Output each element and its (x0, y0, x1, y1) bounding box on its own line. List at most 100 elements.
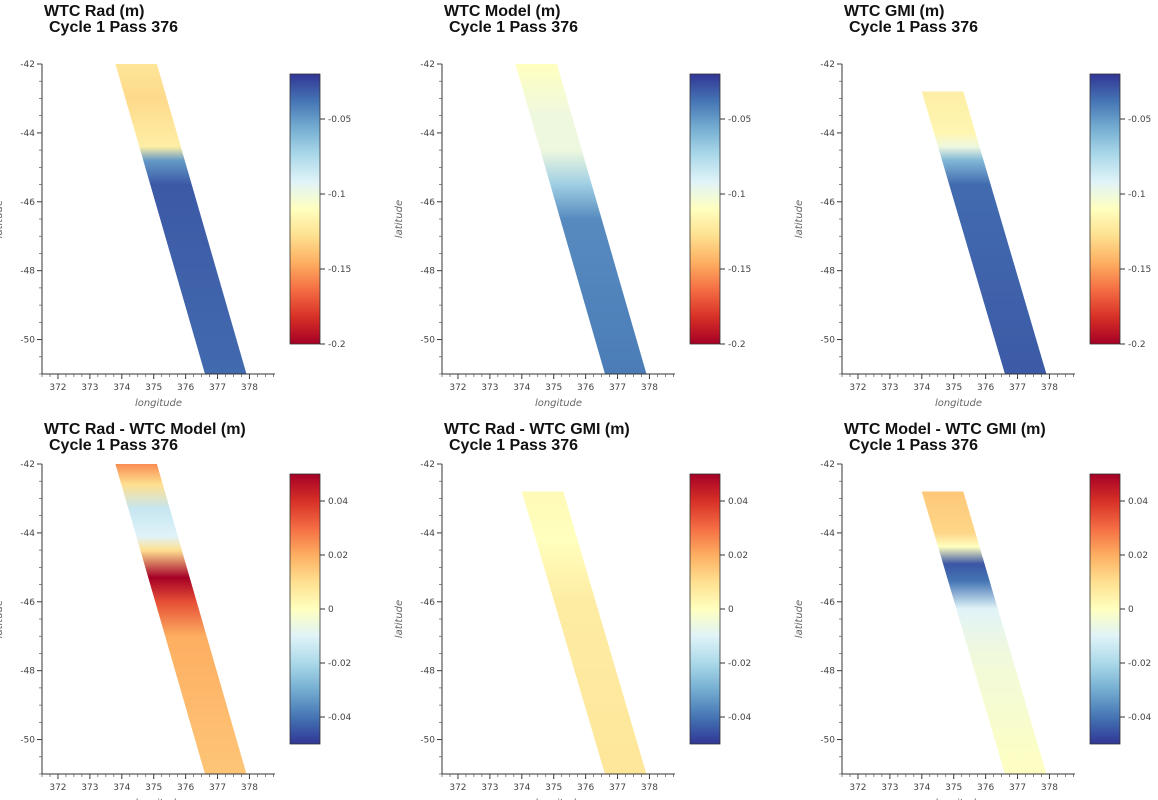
x-tick-label: 376 (577, 783, 594, 793)
panel-1: WTC Rad (m)Cycle 1 Pass 376 -42 -44 -46 -48 -… (0, 3, 351, 409)
y-axis-label: latitude (0, 200, 5, 238)
colorbar-tick-label: -0.02 (1128, 659, 1151, 669)
colorbar (1089, 73, 1121, 345)
y-tick-label: -48 (420, 667, 435, 677)
panel-title: WTC Rad - WTC GMI (m) (444, 421, 630, 438)
panel-subtitle: Cycle 1 Pass 376 (849, 19, 978, 36)
x-tick-label: 377 (209, 383, 226, 393)
panel-subtitle: Cycle 1 Pass 376 (49, 19, 178, 36)
x-tick-label: 376 (577, 383, 594, 393)
y-tick-label: -46 (20, 198, 35, 208)
colorbar (289, 73, 321, 345)
panel-subtitle: Cycle 1 Pass 376 (49, 437, 178, 454)
x-tick-label: 378 (1041, 383, 1058, 393)
x-tick-label: 372 (849, 383, 866, 393)
colorbar-tick-label: -0.2 (728, 340, 746, 350)
x-tick-label: 373 (81, 383, 98, 393)
swath-group (115, 64, 247, 374)
colorbar-tick-label: 0.02 (328, 551, 348, 561)
y-tick-label: -48 (820, 267, 835, 277)
panel-6: WTC Model - WTC GMI (m)Cycle 1 Pass 376 -… (794, 421, 1152, 800)
y-tick-label: -50 (420, 736, 435, 746)
x-axis-label: longitude (135, 798, 182, 800)
panel-subtitle: Cycle 1 Pass 376 (849, 437, 978, 454)
swath (921, 491, 1047, 774)
x-tick-label: 373 (881, 783, 898, 793)
panel-3: WTC GMI (m)Cycle 1 Pass 376 -42 -44 -46 -48 -… (794, 3, 1151, 409)
colorbar-tick-label: -0.1 (328, 190, 346, 200)
panel-title: WTC GMI (m) (844, 3, 944, 20)
panel-title: WTC Rad - WTC Model (m) (44, 421, 246, 438)
swath (521, 491, 647, 774)
panel-4: WTC Rad - WTC Model (m)Cycle 1 Pass 376 -… (0, 421, 352, 800)
panel-title: WTC Model (m) (444, 3, 560, 20)
swath-group (921, 91, 1047, 374)
colorbar-tick-label: -0.05 (728, 115, 751, 125)
y-tick-label: -50 (820, 736, 835, 746)
x-tick-label: 374 (913, 783, 930, 793)
x-axis-label: longitude (535, 398, 582, 409)
panel-5: WTC Rad - WTC GMI (m)Cycle 1 Pass 376 -42… (394, 421, 752, 800)
y-tick-label: -46 (420, 198, 435, 208)
swath (115, 464, 247, 774)
colorbar-tick-label: 0.04 (328, 497, 348, 507)
x-axis-label: longitude (135, 398, 182, 409)
x-tick-label: 375 (145, 783, 162, 793)
x-tick-label: 377 (609, 383, 626, 393)
colorbar-tick-label: -0.04 (728, 713, 752, 723)
swath (921, 91, 1047, 374)
colorbar-tick-label: 0.04 (728, 497, 748, 507)
y-tick-label: -46 (820, 198, 835, 208)
y-tick-label: -50 (20, 336, 35, 346)
x-tick-label: 375 (945, 783, 962, 793)
colorbar-tick-label: 0 (1128, 605, 1134, 615)
colorbar-tick-label: -0.2 (1128, 340, 1146, 350)
x-tick-label: 373 (881, 383, 898, 393)
colorbar-tick-label: -0.02 (328, 659, 351, 669)
colorbar-tick-label: -0.05 (1128, 115, 1151, 125)
x-tick-label: 372 (49, 783, 66, 793)
x-axis-label: longitude (935, 798, 982, 800)
swath-group (921, 491, 1047, 774)
x-tick-label: 376 (977, 383, 994, 393)
x-tick-label: 372 (449, 383, 466, 393)
x-tick-label: 374 (513, 383, 530, 393)
colorbar-tick-label: 0 (328, 605, 334, 615)
y-tick-label: -44 (420, 129, 435, 139)
x-tick-label: 373 (481, 783, 498, 793)
colorbar-tick-label: -0.05 (328, 115, 351, 125)
y-tick-label: -42 (820, 460, 835, 470)
y-tick-label: -42 (820, 60, 835, 70)
colorbar (1089, 473, 1121, 745)
y-tick-label: -42 (420, 60, 435, 70)
y-tick-label: -42 (420, 460, 435, 470)
panel-title: WTC Model - WTC GMI (m) (844, 421, 1046, 438)
x-tick-label: 378 (641, 783, 658, 793)
x-tick-label: 375 (945, 383, 962, 393)
x-tick-label: 373 (481, 383, 498, 393)
y-axis-label: latitude (794, 600, 805, 638)
swath (115, 64, 247, 374)
y-tick-label: -48 (820, 667, 835, 677)
colorbar-tick-label: -0.15 (728, 265, 751, 275)
x-tick-label: 375 (145, 383, 162, 393)
x-tick-label: 372 (49, 383, 66, 393)
x-tick-label: 375 (545, 383, 562, 393)
panel-subtitle: Cycle 1 Pass 376 (449, 19, 578, 36)
x-tick-label: 378 (241, 783, 258, 793)
x-tick-label: 374 (513, 783, 530, 793)
colorbar (689, 473, 721, 745)
y-tick-label: -44 (20, 529, 35, 539)
swath (515, 64, 647, 374)
colorbar-tick-label: -0.04 (1128, 713, 1152, 723)
colorbar-tick-label: -0.1 (728, 190, 746, 200)
y-tick-label: -48 (20, 667, 35, 677)
y-tick-label: -46 (20, 598, 35, 608)
y-tick-label: -44 (420, 529, 435, 539)
x-tick-label: 377 (1009, 383, 1026, 393)
colorbar-tick-label: 0.02 (728, 551, 748, 561)
panel-title: WTC Rad (m) (44, 3, 144, 20)
colorbar (689, 73, 721, 345)
x-tick-label: 372 (449, 783, 466, 793)
